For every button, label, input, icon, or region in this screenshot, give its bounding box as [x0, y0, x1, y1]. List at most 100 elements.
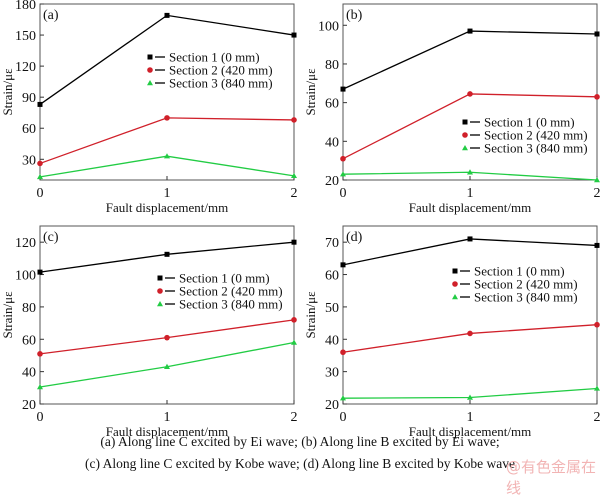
y-tick-label: 60 [325, 97, 339, 112]
y-tick-label: 20 [325, 398, 339, 413]
legend-label-3: Section 3 (840 mm) [484, 141, 588, 156]
data-point-series-1 [292, 240, 297, 245]
y-axis-label: Strain/με [0, 68, 15, 116]
y-tick-label: 50 [325, 301, 339, 316]
data-point-series-1 [468, 29, 473, 34]
y-tick-label: 40 [325, 135, 339, 150]
data-point-series-1 [341, 87, 346, 92]
legend-label-3: Section 3 (840 mm) [474, 290, 578, 305]
x-tick-label: 2 [594, 186, 600, 201]
y-axis-label: Strain/με [303, 68, 318, 116]
data-point-series-2 [467, 91, 473, 97]
series-line-1 [343, 239, 597, 265]
plot-frame [343, 226, 597, 404]
data-point-series-2 [340, 156, 346, 162]
y-tick-label: 90 [22, 91, 36, 106]
y-tick-label: 20 [22, 398, 36, 413]
y-tick-label: 180 [15, 0, 36, 13]
legend-marker-2 [452, 281, 458, 287]
x-tick-label: 1 [164, 186, 171, 201]
legend-marker-1 [158, 276, 163, 281]
legend-marker-1 [463, 120, 468, 125]
y-tick-label: 70 [325, 236, 339, 251]
data-point-series-1 [38, 270, 43, 275]
x-tick-label: 1 [467, 186, 474, 201]
legend-marker-2 [462, 132, 468, 138]
data-point-series-1 [165, 13, 170, 18]
x-tick-label: 2 [291, 186, 298, 201]
data-point-series-2 [164, 335, 170, 341]
y-tick-label: 30 [22, 153, 36, 168]
y-tick-label: 40 [22, 366, 36, 381]
y-tick-label: 100 [318, 19, 339, 34]
data-point-series-3 [164, 153, 170, 158]
legend-marker-3 [157, 301, 163, 306]
panel-label: (d) [346, 230, 363, 245]
legend-marker-2 [147, 67, 153, 73]
data-point-series-2 [37, 351, 43, 357]
data-point-series-2 [594, 94, 600, 100]
data-point-series-1 [595, 31, 600, 36]
y-axis-label: Strain/με [0, 291, 15, 339]
data-point-series-1 [38, 102, 43, 107]
data-point-series-2 [594, 322, 600, 328]
x-tick-label: 0 [37, 186, 44, 201]
x-axis-label: Fault displacement/mm [409, 200, 531, 215]
x-tick-label: 0 [37, 410, 44, 425]
legend-marker-3 [452, 294, 458, 299]
data-point-series-3 [291, 340, 297, 345]
y-tick-label: 20 [325, 174, 339, 189]
y-tick-label: 120 [15, 60, 36, 75]
y-tick-label: 60 [22, 333, 36, 348]
x-tick-label: 0 [340, 410, 347, 425]
y-axis-label: Strain/με [303, 291, 318, 339]
watermark: @有色金属在线 [506, 456, 600, 498]
y-tick-label: 30 [325, 366, 339, 381]
legend-label-3: Section 3 (840 mm) [179, 297, 283, 312]
legend-marker-1 [148, 55, 153, 60]
x-tick-label: 0 [340, 186, 347, 201]
panel-label: (b) [346, 8, 363, 23]
y-tick-label: 120 [15, 236, 36, 251]
x-tick-label: 1 [164, 410, 171, 425]
y-tick-label: 80 [22, 301, 36, 316]
data-point-series-1 [595, 243, 600, 248]
data-point-series-1 [292, 33, 297, 38]
y-tick-label: 100 [15, 269, 36, 284]
panel-label: (a) [43, 8, 59, 23]
data-point-series-2 [340, 349, 346, 355]
y-tick-label: 150 [15, 29, 36, 44]
data-point-series-2 [291, 117, 297, 123]
data-point-series-2 [467, 331, 473, 337]
legend-marker-1 [453, 269, 458, 274]
data-point-series-1 [341, 262, 346, 267]
x-axis-label: Fault displacement/mm [106, 200, 228, 215]
data-point-series-2 [291, 317, 297, 323]
data-point-series-2 [164, 115, 170, 121]
panel-a: 30 60 90 120 150 180 0 1 2 Fault displacement/mm S… [0, 0, 298, 215]
series-line-3 [40, 156, 294, 177]
data-point-series-2 [37, 161, 43, 167]
legend-marker-3 [462, 145, 468, 150]
legend-marker-2 [157, 288, 163, 294]
x-tick-label: 2 [291, 410, 298, 425]
legend-marker-3 [147, 80, 153, 85]
data-point-series-1 [165, 252, 170, 257]
series-line-1 [40, 242, 294, 272]
x-tick-label: 1 [467, 410, 474, 425]
panel-b: 20 40 60 80 100 0 1 2 Fault displacement/mm Strai… [303, 4, 600, 215]
data-point-series-1 [468, 236, 473, 241]
legend-label-3: Section 3 (840 mm) [169, 76, 273, 91]
panel-label: (c) [43, 230, 59, 245]
caption-line-1: (a) Along line C excited by Ei wave; (b)… [0, 434, 600, 450]
x-tick-label: 2 [594, 410, 600, 425]
y-tick-label: 40 [325, 333, 339, 348]
y-tick-label: 80 [325, 58, 339, 73]
series-line-1 [343, 31, 597, 89]
y-tick-label: 60 [325, 269, 339, 284]
y-tick-label: 60 [22, 122, 36, 137]
series-line-2 [343, 325, 597, 353]
